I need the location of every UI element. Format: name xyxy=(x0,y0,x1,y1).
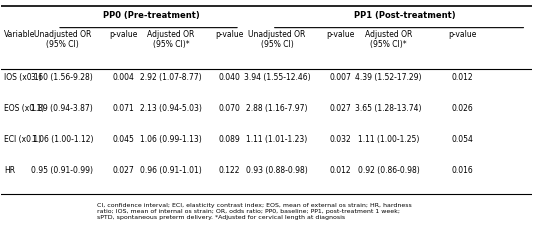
Text: HR: HR xyxy=(4,166,15,175)
Text: PP0 (Pre-treatment): PP0 (Pre-treatment) xyxy=(103,11,199,20)
Text: p-value: p-value xyxy=(215,30,244,39)
Text: 3.60 (1.56-9.28): 3.60 (1.56-9.28) xyxy=(31,73,93,82)
Text: 1.11 (1.01-1.23): 1.11 (1.01-1.23) xyxy=(246,135,308,144)
Text: IOS (x0.1): IOS (x0.1) xyxy=(4,73,42,82)
Text: 0.012: 0.012 xyxy=(452,73,473,82)
Text: PP1 (Post-treatment): PP1 (Post-treatment) xyxy=(353,11,455,20)
Text: Adjusted OR
(95% CI)*: Adjusted OR (95% CI)* xyxy=(147,30,195,49)
Text: 0.004: 0.004 xyxy=(112,73,134,82)
Text: 0.016: 0.016 xyxy=(452,166,473,175)
Text: 2.92 (1.07-8.77): 2.92 (1.07-8.77) xyxy=(140,73,202,82)
Text: 0.032: 0.032 xyxy=(330,135,352,144)
Text: 4.39 (1.52-17.29): 4.39 (1.52-17.29) xyxy=(355,73,422,82)
Text: 2.88 (1.16-7.97): 2.88 (1.16-7.97) xyxy=(246,104,308,113)
Text: 3.94 (1.55-12.46): 3.94 (1.55-12.46) xyxy=(244,73,310,82)
Text: 0.054: 0.054 xyxy=(452,135,474,144)
Text: 0.95 (0.91-0.99): 0.95 (0.91-0.99) xyxy=(31,166,93,175)
Text: 0.089: 0.089 xyxy=(219,135,240,144)
Text: EOS (x0.1): EOS (x0.1) xyxy=(4,104,44,113)
Text: 0.027: 0.027 xyxy=(112,166,134,175)
Text: 3.65 (1.28-13.74): 3.65 (1.28-13.74) xyxy=(355,104,422,113)
Text: 2.13 (0.94-5.03): 2.13 (0.94-5.03) xyxy=(140,104,202,113)
Text: 0.007: 0.007 xyxy=(330,73,352,82)
Text: p-value: p-value xyxy=(109,30,138,39)
Text: 0.122: 0.122 xyxy=(219,166,240,175)
Text: 0.040: 0.040 xyxy=(219,73,240,82)
Text: 1.89 (0.94-3.87): 1.89 (0.94-3.87) xyxy=(31,104,93,113)
Text: 0.070: 0.070 xyxy=(219,104,240,113)
Text: p-value: p-value xyxy=(448,30,477,39)
Text: Variable: Variable xyxy=(4,30,35,39)
Text: 0.026: 0.026 xyxy=(452,104,473,113)
Text: p-value: p-value xyxy=(327,30,355,39)
Text: 1.11 (1.00-1.25): 1.11 (1.00-1.25) xyxy=(358,135,419,144)
Text: 0.045: 0.045 xyxy=(112,135,134,144)
Text: 1.06 (0.99-1.13): 1.06 (0.99-1.13) xyxy=(140,135,202,144)
Text: Unadjusted OR
(95% CI): Unadjusted OR (95% CI) xyxy=(248,30,306,49)
Text: 0.012: 0.012 xyxy=(330,166,352,175)
Text: 0.027: 0.027 xyxy=(330,104,352,113)
Text: ECI (x0.1): ECI (x0.1) xyxy=(4,135,41,144)
Text: 0.071: 0.071 xyxy=(112,104,134,113)
Text: Unadjusted OR
(95% CI): Unadjusted OR (95% CI) xyxy=(34,30,91,49)
Text: 0.96 (0.91-1.01): 0.96 (0.91-1.01) xyxy=(140,166,202,175)
Text: CI, confidence interval; ECI, elasticity contrast index; EOS, mean of external o: CI, confidence interval; ECI, elasticity… xyxy=(97,203,411,220)
Text: Adjusted OR
(95% CI)*: Adjusted OR (95% CI)* xyxy=(365,30,412,49)
Text: 1.06 (1.00-1.12): 1.06 (1.00-1.12) xyxy=(31,135,93,144)
Text: 0.92 (0.86-0.98): 0.92 (0.86-0.98) xyxy=(358,166,419,175)
Text: 0.93 (0.88-0.98): 0.93 (0.88-0.98) xyxy=(246,166,308,175)
